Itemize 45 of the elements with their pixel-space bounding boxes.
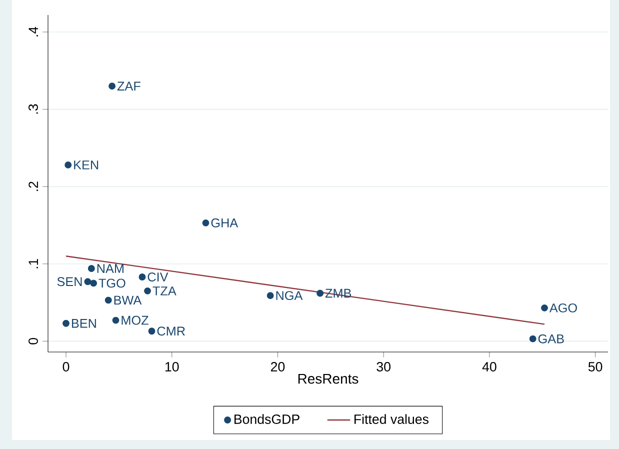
annotation: TGO xyxy=(98,278,126,288)
y-tick-label: .3 xyxy=(28,104,38,114)
y-tick-label: .1 xyxy=(28,258,38,268)
annotation: GAB xyxy=(538,334,564,344)
point xyxy=(64,161,72,168)
point xyxy=(138,274,146,280)
annotation: MOZ xyxy=(122,316,148,325)
y-tick-label: .2 xyxy=(28,182,38,191)
x-tick-label: 20 xyxy=(270,362,285,372)
annotation: GHA xyxy=(211,218,238,228)
legend-label: BondsGDP xyxy=(234,414,300,424)
point xyxy=(108,82,116,90)
legend-label: Fitted values xyxy=(354,414,428,424)
point xyxy=(529,335,536,342)
point xyxy=(112,316,120,324)
annotation: CMR xyxy=(157,326,185,336)
point xyxy=(148,328,156,335)
y-tick-label: .4 xyxy=(28,26,38,36)
point xyxy=(88,265,95,272)
x-tick-label: 0 xyxy=(62,362,70,372)
x-tick-label: 40 xyxy=(482,362,496,372)
point xyxy=(104,296,112,304)
annotation: BEN xyxy=(72,319,96,328)
point xyxy=(62,320,70,327)
annotation: KEN xyxy=(74,160,98,170)
point xyxy=(266,292,274,300)
annotation: ZAF xyxy=(117,82,140,90)
annotation: NAM xyxy=(97,264,124,273)
annotation: SEN xyxy=(57,277,82,286)
point xyxy=(316,290,324,297)
x-tick-label: 50 xyxy=(588,362,602,372)
x-tick-label: 10 xyxy=(165,362,179,372)
y-tick-label: 0 xyxy=(28,338,38,344)
point xyxy=(84,278,92,286)
point xyxy=(90,280,97,287)
point xyxy=(541,304,548,312)
x-axis-title: ResRents xyxy=(298,374,358,384)
point xyxy=(144,287,151,294)
annotation: NGA xyxy=(276,291,303,300)
annotation: CIV xyxy=(148,272,168,282)
x-tick-label: 30 xyxy=(376,362,390,372)
annotation: AGO xyxy=(549,303,577,312)
annotation: TZA xyxy=(152,286,176,296)
point xyxy=(202,219,210,226)
annotation: BWA xyxy=(114,296,142,305)
